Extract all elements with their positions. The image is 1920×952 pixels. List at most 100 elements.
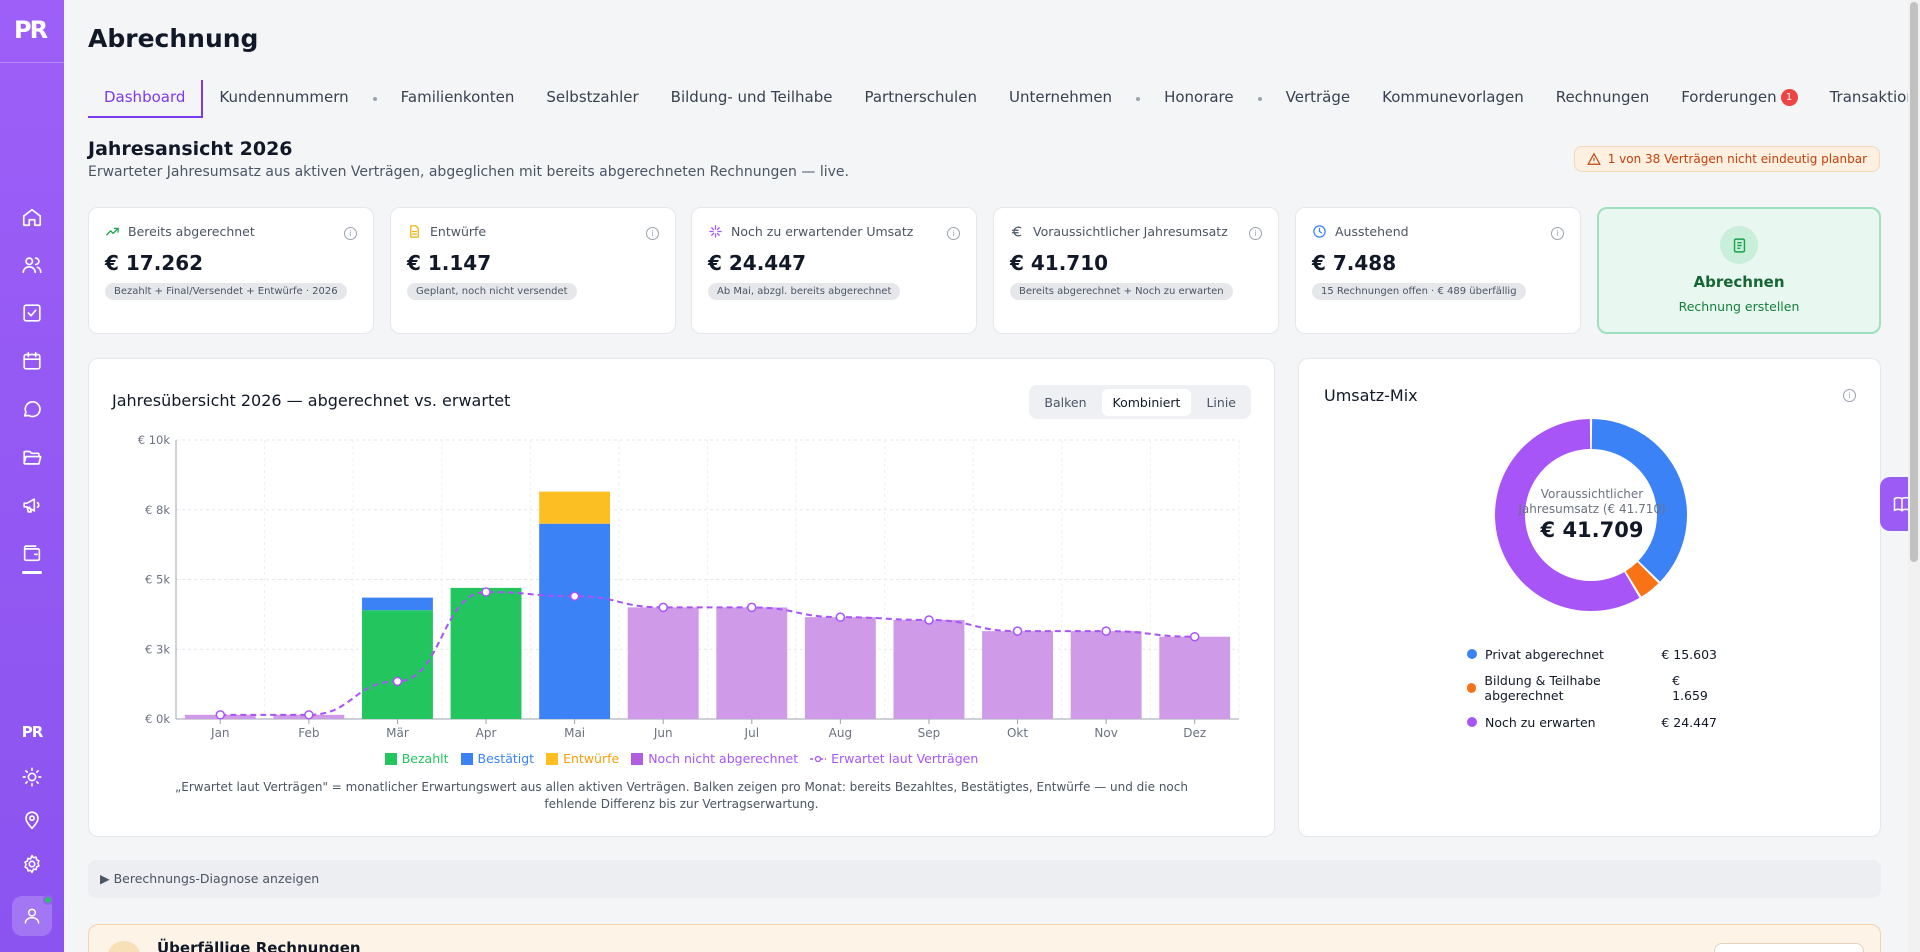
kpi-label: Bereits abgerechnet [128, 224, 255, 239]
kpi-detail-pill: Bereits abgerechnet + Noch zu erwarten [1010, 283, 1233, 300]
tab-kundennummern[interactable]: Kundennummern [219, 88, 349, 106]
expected-point [1101, 626, 1111, 636]
mix-value: € 15.603 [1661, 646, 1717, 662]
x-tick-label: Jul [744, 726, 759, 740]
bar [804, 617, 876, 719]
x-tick-label: Apr [476, 726, 497, 740]
donut-chart [1495, 419, 1687, 611]
scrollbar-thumb[interactable] [1910, 2, 1918, 562]
legend-item[interactable]: Noch nicht abgerechnet [631, 751, 798, 766]
legend-item[interactable]: Bezahlt [384, 751, 449, 766]
tab-familienkonten[interactable]: Familienkonten [400, 88, 515, 106]
x-tick-label: Okt [1007, 726, 1028, 740]
tab-transaktionen[interactable]: Transaktionen [1829, 88, 1920, 106]
scrollbar[interactable] [1908, 0, 1920, 952]
x-tick-label: Aug [829, 726, 852, 740]
mix-dot [1467, 717, 1477, 727]
bar [539, 523, 611, 719]
megaphone-icon[interactable] [20, 493, 44, 517]
tab-forderungen[interactable]: Forderungen 1 [1665, 80, 1813, 118]
create-invoice-button[interactable]: Abrechnen Rechnung erstellen [1597, 207, 1881, 334]
legend-swatch [384, 752, 397, 765]
kpi-value: € 24.447 [708, 251, 807, 275]
expected-point [658, 602, 668, 613]
app-logo[interactable]: PR [14, 16, 48, 44]
mix-label: Noch zu erwarten [1485, 714, 1596, 730]
overdue-action-button[interactable] [1714, 943, 1864, 952]
mode-bars-button[interactable]: Balken [1044, 394, 1087, 410]
tab-selbstzahler[interactable]: Selbstzahler [546, 88, 639, 106]
chart-title: Jahresübersicht 2026 — abgerechnet vs. e… [112, 391, 511, 410]
expected-point [481, 587, 491, 597]
info-icon[interactable]: i [1249, 227, 1262, 240]
mix-title: Umsatz-Mix [1324, 386, 1418, 405]
page-title: Abrechnung [88, 24, 259, 53]
legend-label: Erwartet laut Verträgen [831, 751, 979, 766]
cta-subtitle: Rechnung erstellen [1678, 299, 1800, 314]
kpi-card-outstanding: Ausstehend i € 7.488 15 Rechnungen offen… [1295, 207, 1581, 334]
info-icon[interactable]: i [1551, 227, 1564, 240]
x-tick-label: Nov [1094, 726, 1117, 740]
kpi-detail-pill: 15 Rechnungen offen · € 489 überfällig [1312, 283, 1526, 300]
tab-honorare[interactable]: Honorare [1164, 88, 1234, 106]
bar [362, 610, 433, 719]
sun-icon[interactable] [20, 765, 44, 789]
bar [982, 631, 1053, 719]
kpi-value: € 7.488 [1312, 251, 1397, 275]
home-icon[interactable] [20, 205, 44, 229]
checklist-icon[interactable] [20, 301, 44, 325]
document-icon [410, 225, 419, 238]
info-icon[interactable]: i [344, 227, 357, 240]
mode-line-button[interactable]: Linie [1206, 394, 1236, 410]
kpi-card-expected: Noch zu erwartender Umsatz i € 24.447 Ab… [691, 207, 977, 334]
legend-item[interactable]: Bestätigt [460, 751, 534, 766]
users-icon[interactable] [20, 253, 44, 277]
gear-icon[interactable] [20, 852, 44, 876]
expected-point [1189, 631, 1200, 642]
mix-label: Privat abgerechnet [1485, 646, 1604, 662]
legend-item[interactable]: Entwürfe [546, 751, 619, 766]
expected-point [304, 710, 314, 720]
expected-point [835, 612, 846, 622]
legend-item[interactable]: Erwartet laut Verträgen [810, 751, 978, 766]
info-icon[interactable]: i [646, 227, 659, 240]
notification-badge: 1 [1780, 89, 1798, 106]
kpi-value: € 17.262 [105, 251, 204, 275]
tab-partnerschulen[interactable]: Partnerschulen [864, 88, 977, 106]
sidebar: PR PR [0, 0, 64, 952]
kpi-value: € 1.147 [407, 251, 492, 275]
donut-center-label: Voraussichtlicher Jahresumsatz (€ 41.710… [1518, 487, 1666, 516]
chart-plot: € 0k € 3k € 5k € 8k € 10k Jan Feb Mär Apr Mai Jun J… [138, 433, 1240, 740]
wallet-icon[interactable] [20, 541, 44, 565]
tab-vertraege[interactable]: Verträge [1285, 88, 1351, 106]
tab-bildung-teilhabe[interactable]: Bildung- und Teilhabe [670, 88, 833, 106]
tab-unternehmen[interactable]: Unternehmen [1008, 88, 1113, 106]
tab-rechnungen[interactable]: Rechnungen [1555, 88, 1650, 106]
warning-icon [1586, 152, 1601, 165]
book-icon [1893, 496, 1911, 512]
legend-line-swatch [810, 755, 827, 762]
diagnose-toggle[interactable]: ▶ Berechnungs-Diagnose anzeigen [88, 860, 1881, 898]
sidebar-divider [0, 62, 64, 63]
calendar-icon[interactable] [20, 349, 44, 373]
x-tick-label: Jan [210, 726, 230, 740]
chat-icon[interactable] [20, 397, 44, 421]
mode-combined-button[interactable]: Kombiniert [1101, 388, 1192, 416]
bar [450, 587, 522, 719]
alert-icon [107, 941, 141, 952]
info-icon[interactable]: i [947, 227, 960, 240]
kpi-label: Entwürfe [430, 224, 487, 239]
kpi-detail-pill: Bezahlt + Final/Versendet + Entwürfe · 2… [105, 283, 347, 300]
expected-point [1012, 626, 1023, 636]
kpi-detail-pill: Ab Mai, abzgl. bereits abgerechnet [708, 283, 901, 300]
legend-swatch [460, 752, 473, 765]
x-tick-label: Sep [918, 726, 941, 740]
location-pin-icon[interactable] [20, 808, 44, 832]
planning-warning-badge[interactable]: 1 von 38 Verträgen nicht eindeutig planb… [1573, 146, 1880, 172]
info-icon[interactable]: i [1843, 389, 1856, 402]
folder-icon[interactable] [20, 445, 44, 469]
tab-dashboard[interactable]: Dashboard [88, 80, 204, 118]
kpi-label: Voraussichtlicher Jahresumsatz [1033, 224, 1228, 239]
tab-kommunevorlagen[interactable]: Kommunevorlagen [1382, 88, 1524, 106]
expected-point [747, 602, 757, 613]
